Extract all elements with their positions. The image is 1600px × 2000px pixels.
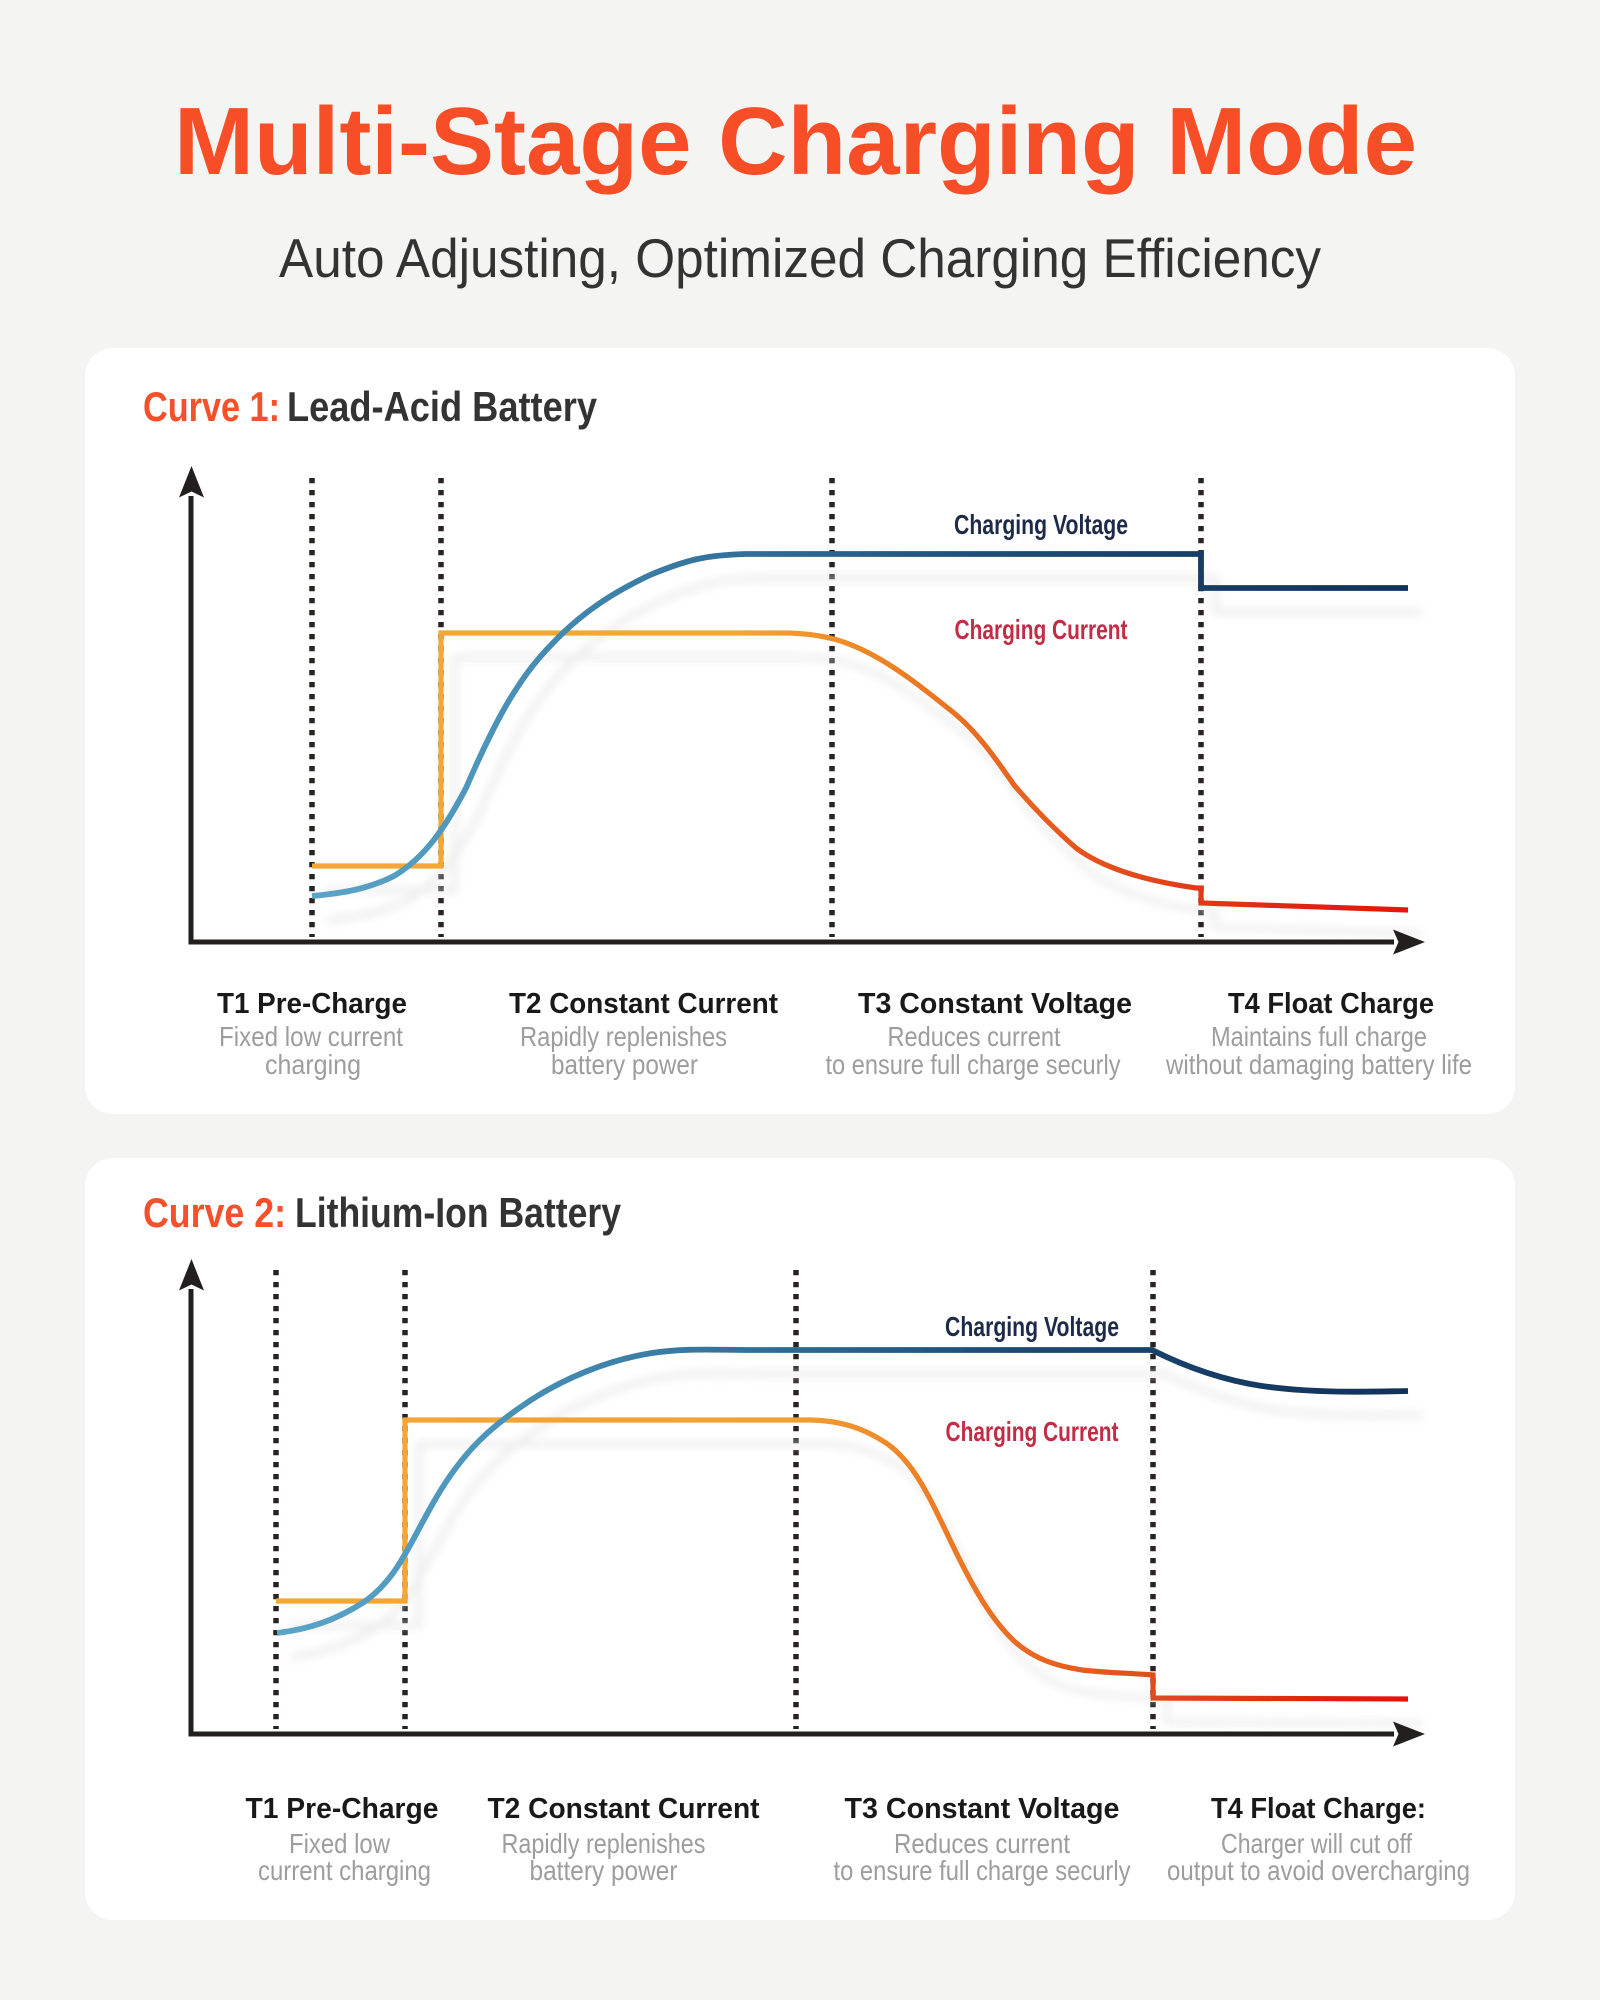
svg-text:T2 Constant Current: T2 Constant Current [509, 988, 778, 1020]
svg-text:T2 Constant Current: T2 Constant Current [488, 1793, 760, 1825]
svg-text:T4 Float Charge:: T4 Float Charge: [1211, 1793, 1426, 1825]
svg-text:Charging Current: Charging Current [955, 614, 1128, 645]
svg-text:Maintains full charge: Maintains full charge [1211, 1021, 1427, 1052]
svg-text:current charging: current charging [258, 1855, 431, 1886]
svg-text:Reduces current: Reduces current [894, 1828, 1070, 1859]
svg-text:Charger will cut off: Charger will cut off [1221, 1828, 1412, 1859]
svg-text:Lithium-Ion Battery: Lithium-Ion Battery [295, 1189, 621, 1236]
svg-text:T4 Float Charge: T4 Float Charge [1228, 988, 1434, 1020]
svg-text:charging: charging [265, 1049, 361, 1080]
svg-text:Fixed low current: Fixed low current [219, 1021, 403, 1052]
svg-text:Auto Adjusting, Optimized Char: Auto Adjusting, Optimized Charging Effic… [279, 227, 1321, 289]
svg-text:Curve 1:: Curve 1: [143, 383, 280, 430]
svg-text:T1 Pre-Charge: T1 Pre-Charge [246, 1793, 439, 1825]
svg-text:to ensure full charge securly: to ensure full charge securly [834, 1855, 1131, 1886]
svg-text:Reduces current: Reduces current [888, 1021, 1061, 1052]
svg-text:Lead-Acid Battery: Lead-Acid Battery [287, 383, 597, 430]
svg-text:Curve 2:: Curve 2: [143, 1189, 286, 1236]
svg-text:Multi-Stage Charging Mode: Multi-Stage Charging Mode [174, 88, 1417, 195]
svg-text:Charging Voltage: Charging Voltage [954, 509, 1128, 540]
svg-text:output to avoid overcharging: output to avoid overcharging [1167, 1855, 1470, 1886]
svg-text:Rapidly replenishes: Rapidly replenishes [520, 1021, 727, 1052]
svg-text:Charging Voltage: Charging Voltage [945, 1311, 1119, 1342]
svg-text:without damaging battery life: without damaging battery life [1165, 1049, 1472, 1080]
svg-text:to ensure full charge securly: to ensure full charge securly [826, 1049, 1121, 1080]
svg-text:T3 Constant Voltage: T3 Constant Voltage [858, 988, 1132, 1020]
svg-text:battery power: battery power [530, 1855, 678, 1886]
svg-text:Rapidly replenishes: Rapidly replenishes [502, 1828, 706, 1859]
svg-text:Fixed low: Fixed low [289, 1828, 390, 1859]
svg-text:T3 Constant Voltage: T3 Constant Voltage [845, 1793, 1120, 1825]
svg-text:Charging Current: Charging Current [946, 1416, 1119, 1447]
svg-text:battery power: battery power [551, 1049, 698, 1080]
svg-text:T1 Pre-Charge: T1 Pre-Charge [217, 988, 407, 1020]
